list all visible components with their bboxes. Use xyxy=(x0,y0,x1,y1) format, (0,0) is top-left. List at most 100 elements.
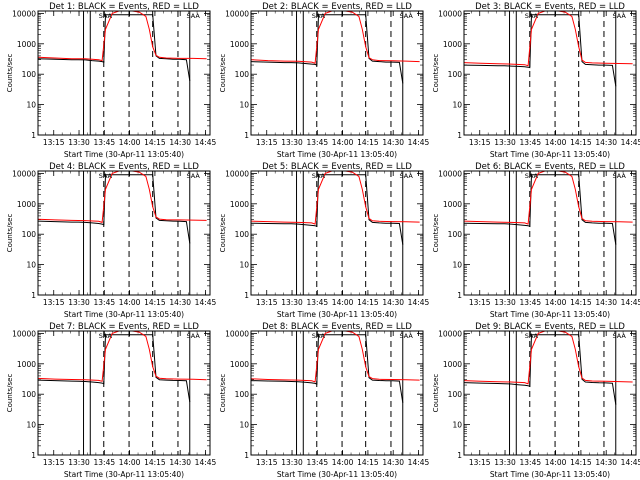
lld-series-line xyxy=(251,331,420,383)
plot-frame xyxy=(250,10,424,136)
x-tick-label: 13:30 xyxy=(68,298,90,307)
saa-annotation: SAA xyxy=(312,172,326,180)
y-tick-label: 1000 xyxy=(443,200,462,209)
lld-series-line xyxy=(464,11,633,67)
x-tick-label: 13:45 xyxy=(94,298,116,307)
plot-frame xyxy=(250,170,424,296)
saa-annotation: SAA xyxy=(399,332,413,340)
lld-series-line xyxy=(251,11,420,64)
panel-det-5: Det 5: BLACK = Events, RED = LLD Counts/s… xyxy=(219,162,430,319)
plot-frame xyxy=(463,170,637,296)
panel-det-6: Det 6: BLACK = Events, RED = LLD Counts/s… xyxy=(432,162,640,319)
panel-det-4: Det 4: BLACK = Events, RED = LLD Counts/s… xyxy=(6,162,217,319)
y-tick-label: 1 xyxy=(244,131,249,140)
x-axis-label: Start Time (30-Apr-11 13:05:40) xyxy=(64,150,184,159)
x-tick-label: 14:45 xyxy=(195,138,217,147)
y-tick-label: 10000 xyxy=(438,9,462,18)
panel-title: Det 4: BLACK = Events, RED = LLD xyxy=(49,162,199,172)
panel-title: Det 9: BLACK = Events, RED = LLD xyxy=(475,322,625,332)
y-axis-label: Counts/sec xyxy=(219,374,227,413)
y-tick-label: 1 xyxy=(31,291,36,300)
x-tick-label: 13:30 xyxy=(494,298,516,307)
x-tick-label: 13:30 xyxy=(68,458,90,467)
y-tick-label: 10000 xyxy=(12,9,36,18)
panel-title: Det 7: BLACK = Events, RED = LLD xyxy=(49,322,199,332)
saa-annotation: SAA xyxy=(99,172,113,180)
x-tick-label: 14:00 xyxy=(545,138,567,147)
x-tick-label: 13:30 xyxy=(281,138,303,147)
panel-title: Det 8: BLACK = Events, RED = LLD xyxy=(262,322,412,332)
x-tick-label: 14:45 xyxy=(621,298,640,307)
x-axis-label: Start Time (30-Apr-11 13:05:40) xyxy=(277,150,397,159)
lld-series-line xyxy=(251,171,420,225)
x-tick-label: 13:30 xyxy=(494,138,516,147)
panel-det-1: Det 1: BLACK = Events, RED = LLD Counts/s… xyxy=(6,2,217,159)
x-tick-label: 13:15 xyxy=(43,138,65,147)
plot-frame xyxy=(463,330,637,456)
x-tick-label: 14:15 xyxy=(570,458,592,467)
x-tick-label: 14:30 xyxy=(169,298,191,307)
plot-frame xyxy=(250,330,424,456)
y-axis-label: Counts/sec xyxy=(219,214,227,253)
lld-series-line xyxy=(38,171,207,224)
x-tick-label: 14:15 xyxy=(357,298,379,307)
saa-annotation: SAA xyxy=(399,12,413,20)
y-tick-label: 100 xyxy=(22,230,37,239)
y-tick-label: 100 xyxy=(235,390,250,399)
x-tick-label: 14:00 xyxy=(119,458,141,467)
y-tick-label: 10 xyxy=(239,421,249,430)
y-axis-label: Counts/sec xyxy=(6,214,14,253)
x-tick-label: 13:45 xyxy=(307,458,329,467)
plot-frame xyxy=(463,10,637,136)
lld-series-line xyxy=(38,331,207,382)
lld-series-line xyxy=(464,171,633,225)
y-tick-label: 1000 xyxy=(443,40,462,49)
x-tick-label: 13:15 xyxy=(469,298,491,307)
x-tick-label: 14:00 xyxy=(332,138,354,147)
y-tick-label: 10000 xyxy=(12,329,36,338)
x-tick-label: 14:30 xyxy=(382,458,404,467)
x-tick-label: 14:45 xyxy=(195,298,217,307)
x-tick-label: 13:45 xyxy=(307,138,329,147)
y-tick-label: 1 xyxy=(457,291,462,300)
y-tick-label: 100 xyxy=(22,70,37,79)
saa-annotation: SAA xyxy=(612,172,626,180)
y-tick-label: 1000 xyxy=(443,360,462,369)
x-tick-label: 13:15 xyxy=(43,298,65,307)
saa-annotation: SAA xyxy=(312,12,326,20)
x-tick-label: 13:15 xyxy=(256,458,278,467)
events-series-line xyxy=(251,14,404,84)
x-tick-label: 14:30 xyxy=(169,138,191,147)
saa-annotation: SAA xyxy=(612,12,626,20)
panel-det-9: Det 9: BLACK = Events, RED = LLD Counts/s… xyxy=(432,322,640,479)
x-tick-label: 13:30 xyxy=(494,458,516,467)
x-tick-label: 14:15 xyxy=(357,458,379,467)
plot-frame xyxy=(37,170,211,296)
y-tick-label: 10 xyxy=(239,101,249,110)
x-tick-label: 14:15 xyxy=(144,138,166,147)
x-tick-label: 14:15 xyxy=(144,458,166,467)
panel-det-7: Det 7: BLACK = Events, RED = LLD Counts/s… xyxy=(6,322,217,479)
events-series-line xyxy=(251,174,404,245)
lld-series-line xyxy=(38,11,207,62)
y-tick-label: 10 xyxy=(239,261,249,270)
events-series-line xyxy=(251,334,404,403)
saa-annotation: SAA xyxy=(525,12,539,20)
x-tick-label: 13:45 xyxy=(307,298,329,307)
x-tick-label: 14:15 xyxy=(570,138,592,147)
y-tick-label: 1 xyxy=(31,131,36,140)
x-axis-label: Start Time (30-Apr-11 13:05:40) xyxy=(490,310,610,319)
panel-det-8: Det 8: BLACK = Events, RED = LLD Counts/s… xyxy=(219,322,430,479)
y-tick-label: 10 xyxy=(452,261,462,270)
saa-annotation: SAA xyxy=(186,332,200,340)
y-tick-label: 100 xyxy=(448,230,463,239)
panel-det-2: Det 2: BLACK = Events, RED = LLD Counts/s… xyxy=(219,2,430,159)
x-axis-label: Start Time (30-Apr-11 13:05:40) xyxy=(64,310,184,319)
x-tick-label: 14:30 xyxy=(169,458,191,467)
y-tick-label: 100 xyxy=(22,390,37,399)
panel-title: Det 6: BLACK = Events, RED = LLD xyxy=(475,162,625,172)
x-tick-label: 13:45 xyxy=(94,138,116,147)
saa-annotation: SAA xyxy=(399,172,413,180)
x-tick-label: 14:45 xyxy=(408,298,430,307)
y-tick-label: 1000 xyxy=(230,360,249,369)
